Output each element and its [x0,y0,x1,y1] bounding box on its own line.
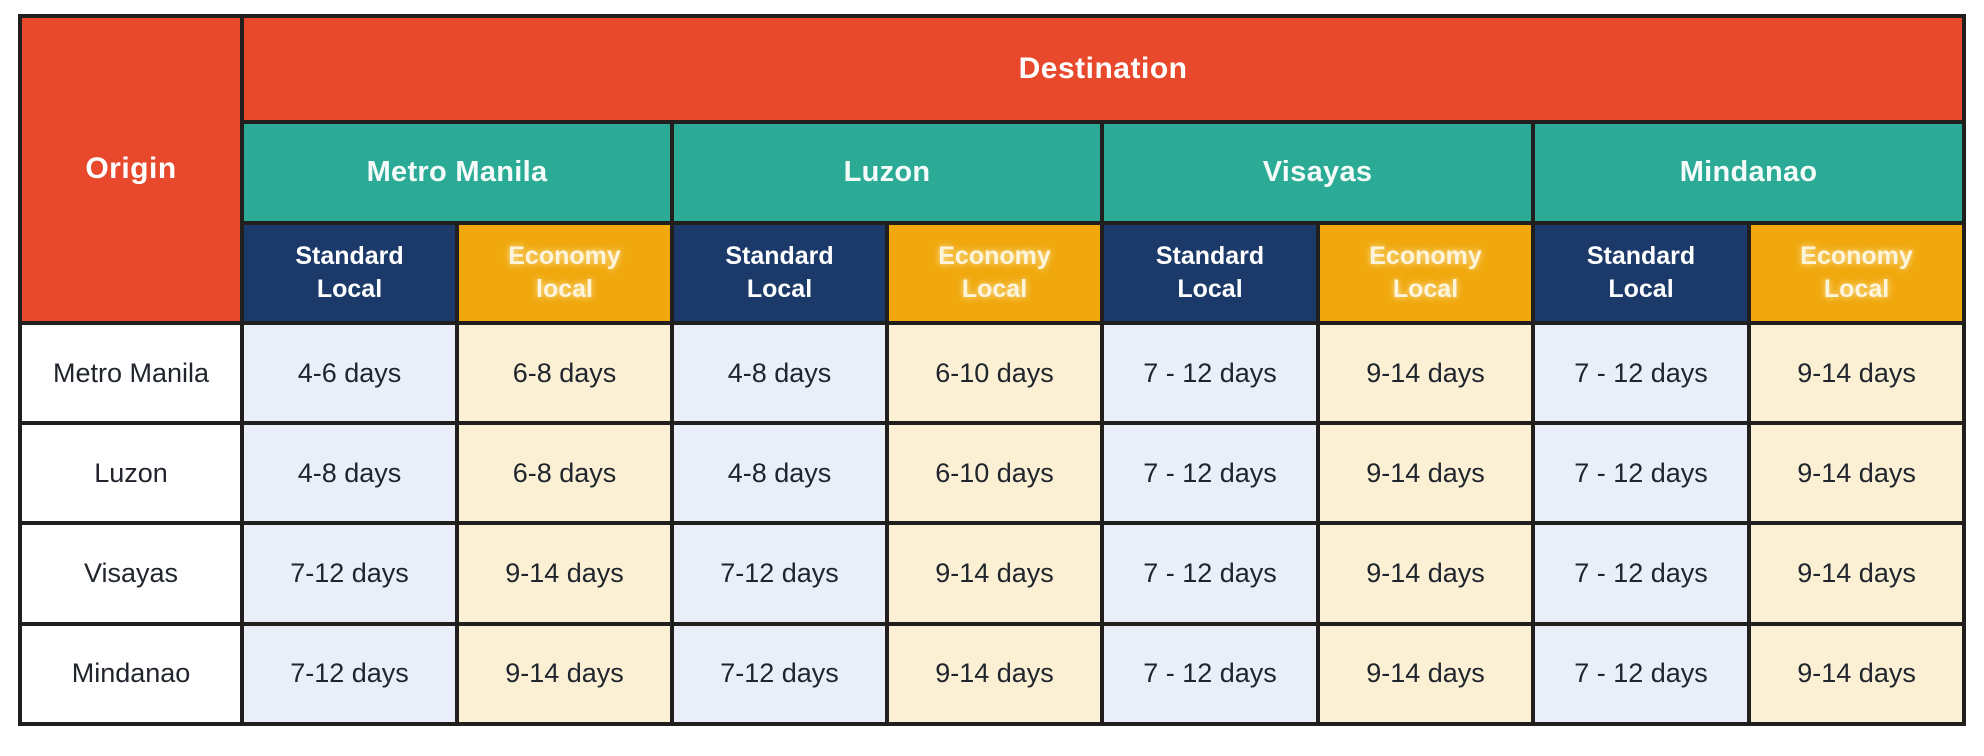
delivery-time-cell: 6-10 days [885,320,1104,426]
delivery-time-cell: 9-14 days [455,621,674,727]
delivery-time-cell: 7-12 days [670,521,889,626]
delivery-time-cell: 4-6 days [240,320,459,426]
delivery-time-cell: 9-14 days [1316,621,1535,727]
row-label-mindanao: Mindanao [18,621,244,727]
region-header-visayas: Visayas [1100,120,1535,225]
destination-header: Destination [239,13,1967,125]
delivery-time-cell: 9-14 days [1316,421,1535,526]
row-label-visayas: Visayas [18,521,244,626]
origin-corner-header: Origin [18,14,244,325]
delivery-time-cell: 9-14 days [1746,320,1967,426]
delivery-time-cell: 9-14 days [885,521,1104,626]
delivery-time-cell: 7 - 12 days [1531,621,1751,727]
delivery-time-cell: 7-12 days [670,621,889,727]
delivery-time-cell: 4-8 days [670,421,889,526]
row-label-metro-manila: Metro Manila [18,320,244,426]
delivery-time-cell: 7 - 12 days [1100,421,1320,526]
service-header-standard-visayas: Standard Local [1100,220,1320,325]
delivery-time-cell: 7 - 12 days [1100,621,1320,727]
table-row: Visayas 7-12 days 9-14 days 7-12 days 9-… [18,521,1967,626]
delivery-time-cell: 6-8 days [455,421,674,526]
table-row: Mindanao 7-12 days 9-14 days 7-12 days 9… [18,621,1967,727]
delivery-time-cell: 6-10 days [885,421,1104,526]
delivery-time-cell: 4-8 days [670,320,889,426]
service-header-standard-mindanao: Standard Local [1531,220,1751,325]
delivery-time-cell: 6-8 days [455,320,674,426]
delivery-time-cell: 9-14 days [1316,320,1535,426]
region-header-mindanao: Mindanao [1530,120,1967,225]
delivery-time-cell: 9-14 days [885,621,1104,727]
delivery-time-cell: 7 - 12 days [1100,320,1320,426]
region-header-metro-manila: Metro Manila [240,120,674,225]
delivery-time-cell: 9-14 days [1746,621,1967,727]
delivery-times-table: Origin Destination Metro Manila Luzon Vi… [18,13,1967,727]
service-header-economy-visayas: Economy Local [1316,220,1535,325]
region-header-luzon: Luzon [670,120,1104,225]
delivery-time-cell: 7-12 days [240,621,459,727]
service-header-standard-metro-manila: Standard Local [240,220,459,325]
service-header-economy-metro-manila: Economy local [455,220,674,325]
table-row: Luzon 4-8 days 6-8 days 4-8 days 6-10 da… [18,421,1967,526]
service-header-standard-luzon: Standard Local [670,220,889,325]
delivery-time-cell: 9-14 days [1316,521,1535,626]
table-row: Metro Manila 4-6 days 6-8 days 4-8 days … [18,320,1967,426]
delivery-time-cell: 7 - 12 days [1100,521,1320,626]
delivery-time-cell: 4-8 days [240,421,459,526]
delivery-time-cell: 7-12 days [240,521,459,626]
delivery-time-cell: 9-14 days [455,521,674,626]
service-header-economy-mindanao: Economy Local [1746,220,1967,325]
service-header-economy-luzon: Economy Local [885,220,1104,325]
delivery-time-cell: 9-14 days [1746,421,1967,526]
row-label-luzon: Luzon [18,421,244,526]
delivery-time-cell: 7 - 12 days [1531,521,1751,626]
delivery-time-cell: 9-14 days [1746,521,1967,626]
delivery-time-cell: 7 - 12 days [1531,421,1751,526]
delivery-time-cell: 7 - 12 days [1531,320,1751,426]
